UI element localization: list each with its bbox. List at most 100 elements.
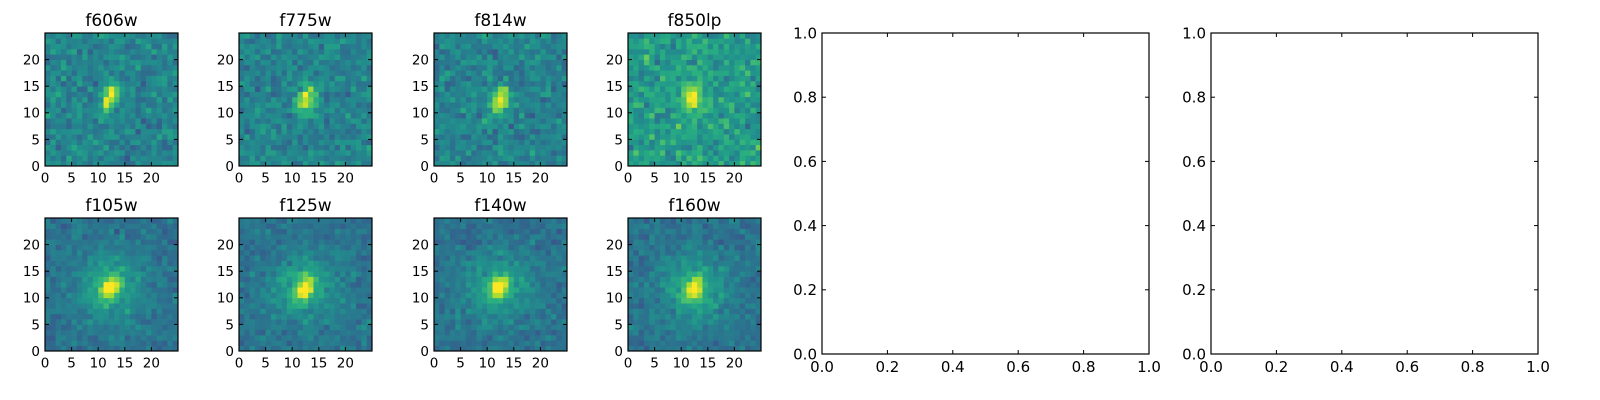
- heatmap-cell: [276, 38, 282, 44]
- heatmap-cell: [659, 96, 666, 103]
- heatmap-cell: [540, 329, 547, 336]
- x-tick-label: 0: [430, 356, 439, 372]
- heatmap-cell: [697, 292, 703, 299]
- heatmap-cell: [76, 329, 83, 336]
- heatmap-cell: [162, 340, 168, 347]
- heatmap-cell: [524, 287, 531, 293]
- heatmap-cell: [492, 324, 499, 331]
- heatmap-cell: [119, 128, 126, 135]
- heatmap-cell: [345, 313, 352, 320]
- heatmap-cell: [729, 324, 735, 331]
- heatmap-cell: [249, 340, 256, 347]
- heatmap-cell: [497, 160, 504, 167]
- heatmap-cell: [60, 48, 67, 55]
- heatmap-cell: [302, 70, 309, 76]
- heatmap-cell: [71, 118, 78, 124]
- heatmap-cell: [659, 329, 666, 336]
- heatmap-cell: [345, 160, 352, 167]
- heatmap-cell: [103, 233, 110, 240]
- heatmap-cell: [535, 160, 541, 167]
- heatmap-cell: [649, 64, 655, 71]
- heatmap-cell: [156, 144, 163, 151]
- heatmap-cell: [140, 102, 147, 108]
- heatmap-cell: [723, 340, 730, 347]
- heatmap-cell: [356, 308, 362, 315]
- heatmap-cell: [723, 70, 730, 76]
- heatmap-cell: [444, 144, 451, 151]
- heatmap-cell: [254, 54, 261, 60]
- heatmap-cell: [114, 144, 120, 151]
- heatmap-cell: [286, 70, 293, 76]
- heatmap-cell: [633, 340, 639, 347]
- heatmap-cell: [745, 144, 751, 151]
- heatmap-cell: [638, 139, 645, 146]
- heatmap-cell: [244, 297, 250, 304]
- heatmap-cell: [633, 324, 639, 331]
- heatmap-cell: [297, 86, 304, 92]
- heatmap-cell: [654, 335, 661, 341]
- heatmap-cell: [249, 319, 256, 325]
- heatmap-cell: [119, 276, 126, 283]
- heatmap-cell: [739, 86, 746, 92]
- heatmap-cell: [60, 75, 67, 82]
- heatmap-cell: [76, 260, 83, 267]
- heatmap-cell: [172, 319, 179, 325]
- heatmap-cell: [519, 102, 525, 108]
- heatmap-cell: [535, 155, 541, 162]
- heatmap-cell: [487, 91, 493, 98]
- heatmap-cell: [465, 255, 472, 261]
- heatmap-cell: [87, 308, 94, 315]
- heatmap-cell: [497, 228, 504, 235]
- heatmap-cell: [119, 313, 126, 320]
- heatmap-cell: [350, 340, 357, 347]
- heatmap-cell: [140, 144, 147, 151]
- heatmap-cell: [670, 70, 677, 76]
- heatmap-cell: [465, 319, 472, 325]
- heatmap-cell: [265, 324, 272, 331]
- heatmap-cell: [551, 96, 557, 103]
- heatmap-cell: [114, 128, 120, 135]
- heatmap-cell: [66, 255, 72, 261]
- heatmap-cell: [444, 96, 451, 103]
- heatmap-cell: [519, 139, 525, 146]
- heatmap-cell: [167, 112, 174, 119]
- heatmap-cell: [350, 123, 357, 130]
- heatmap-cell: [628, 75, 634, 82]
- heatmap-cell: [92, 160, 99, 167]
- heatmap-cell: [670, 38, 677, 44]
- heatmap-cell: [324, 54, 330, 60]
- heatmap-cell: [750, 308, 757, 315]
- heatmap-cell: [755, 33, 762, 39]
- heatmap-cell: [281, 308, 288, 315]
- heatmap-cell: [633, 319, 639, 325]
- heatmap-cell: [292, 335, 298, 341]
- heatmap-cell: [691, 48, 698, 55]
- heatmap-cell: [66, 43, 72, 50]
- heatmap-cell: [513, 64, 520, 71]
- y-tick-label: 0: [420, 159, 429, 175]
- heatmap-cell: [162, 292, 168, 299]
- heatmap-cell: [286, 308, 293, 315]
- y-tick-label: 20: [23, 52, 40, 68]
- heatmap-cell: [98, 33, 104, 39]
- heatmap-cell: [260, 303, 266, 309]
- heatmap-cell: [497, 64, 504, 71]
- heatmap-cell: [270, 281, 277, 288]
- heatmap-cell: [734, 155, 741, 162]
- heatmap-cell: [254, 281, 261, 288]
- heatmap-cell: [50, 345, 56, 352]
- heatmap-cell: [244, 54, 250, 60]
- heatmap-cell: [276, 128, 282, 135]
- heatmap-cell: [444, 54, 451, 60]
- heatmap-cell: [92, 287, 99, 293]
- heatmap-cell: [151, 260, 158, 267]
- heatmap-cell: [124, 271, 131, 277]
- heatmap-cell: [503, 59, 509, 66]
- heatmap-cell: [729, 297, 735, 304]
- heatmap-cell: [281, 265, 288, 272]
- heatmap-cell: [340, 128, 346, 135]
- heatmap-cell: [686, 308, 693, 315]
- heatmap-cell: [702, 33, 709, 39]
- heatmap-cell: [713, 59, 719, 66]
- heatmap-cell: [92, 144, 99, 151]
